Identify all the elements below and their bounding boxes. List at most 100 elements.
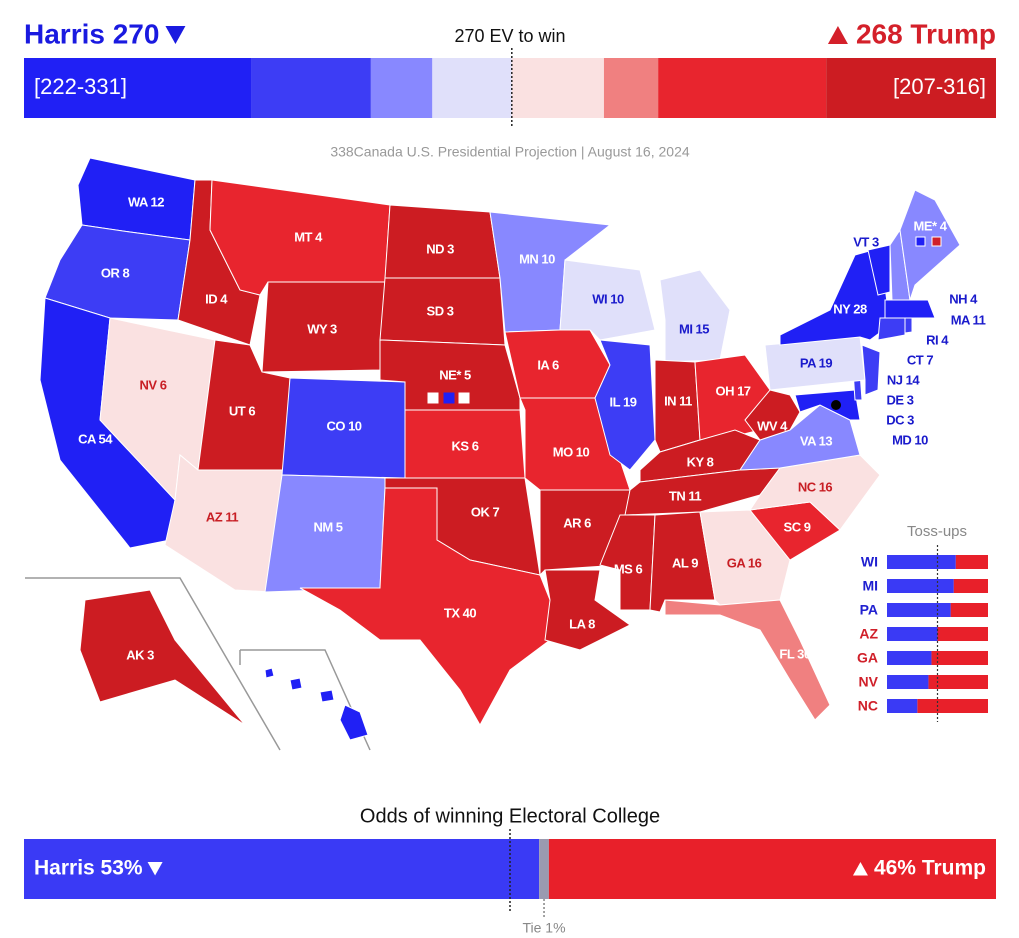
tossup-trump-bar [928, 675, 988, 689]
state-label: GA 16 [727, 555, 762, 570]
state-label: ID 4 [205, 291, 228, 306]
down-arrow [165, 26, 186, 44]
up-arrow [827, 26, 848, 44]
trump-odds: 46% Trump [874, 857, 986, 880]
state [594, 339, 656, 471]
state [748, 454, 881, 531]
threshold-label: 270 EV to win [454, 26, 565, 46]
state-label: OK 7 [471, 504, 500, 519]
state-label: OR 8 [101, 265, 130, 280]
tossup-trump-bar [955, 555, 988, 569]
state-label: MI 15 [679, 321, 709, 336]
tossup-harris-bar [887, 579, 954, 593]
subtitle: 338Canada U.S. Presidential Projection |… [330, 144, 690, 160]
state [299, 487, 551, 727]
state-label: MD 10 [892, 432, 928, 447]
tossup-trump-bar [937, 627, 988, 641]
ev-segment [370, 58, 433, 118]
tossup-title: Toss-ups [907, 523, 967, 540]
state [544, 569, 631, 651]
state-label: NH 4 [949, 291, 978, 306]
state-label: VT 3 [853, 234, 879, 249]
state [861, 344, 881, 396]
tossup-state: MI [862, 578, 878, 594]
tossup-trump-bar [953, 579, 988, 593]
state-label: WV 4 [757, 418, 788, 433]
tossup-state: WI [861, 554, 878, 570]
state [899, 189, 961, 301]
tossup-chart: Toss-ups WI MI PA AZ GA NV NC [857, 523, 988, 722]
tossup-harris-bar [887, 627, 938, 641]
state [877, 317, 906, 341]
state-label: IL 19 [610, 394, 637, 409]
state [664, 599, 831, 721]
state-label: IN 11 [664, 393, 692, 408]
tossup-harris-bar [887, 699, 918, 713]
state-label: VA 13 [800, 433, 832, 448]
trump-range: [207-316] [893, 74, 986, 99]
state-label: KY 8 [687, 454, 714, 469]
state-label: MO 10 [553, 444, 590, 459]
state [659, 269, 731, 363]
state-label: NV 6 [140, 377, 167, 392]
state [264, 667, 275, 679]
up-arrow [852, 862, 868, 876]
odds-chart: Odds of winning Electoral College Harris … [24, 805, 996, 936]
state-label: IA 6 [537, 357, 559, 372]
state-label: NM 5 [313, 519, 342, 534]
district-box [931, 236, 942, 247]
state-label: FL 30 [779, 646, 810, 661]
state-label: WY 3 [307, 321, 337, 336]
ev-segment [251, 58, 371, 118]
state [867, 244, 891, 296]
state-label: ME* 4 [914, 218, 948, 233]
state-label: CT 7 [907, 352, 933, 367]
state-label: RI 4 [926, 332, 949, 347]
state-label: WI 10 [592, 291, 624, 306]
ev-segment [24, 58, 252, 118]
district-box [427, 392, 439, 404]
tossup-trump-bar [931, 651, 988, 665]
ev-segment [826, 58, 996, 118]
state [44, 224, 191, 321]
trump-total: 268 Trump [856, 18, 996, 49]
state-label: WA 12 [128, 194, 164, 209]
state-label: NE* 5 [439, 367, 471, 382]
state-label: PA 19 [800, 355, 832, 370]
tossup-state: NV [859, 674, 879, 690]
state [319, 689, 335, 703]
district-box [443, 392, 455, 404]
state-label: DE 3 [887, 392, 914, 407]
state-label: AR 6 [563, 515, 591, 530]
state [884, 299, 936, 319]
state [79, 589, 246, 726]
state-label: NY 28 [833, 301, 867, 316]
odds-segment [548, 839, 996, 899]
state [339, 704, 369, 741]
state-label: MS 6 [614, 561, 643, 576]
state-label: NJ 14 [887, 372, 920, 387]
state-label: OH 17 [715, 383, 750, 398]
state-label: HI 4 [289, 702, 312, 717]
state-label: TX 40 [444, 605, 476, 620]
tossup-trump-bar [950, 603, 988, 617]
ev-segment [658, 58, 827, 118]
inset-borders [25, 577, 371, 751]
state [904, 317, 913, 334]
tossup-state: GA [857, 650, 878, 666]
dc-marker [831, 400, 841, 410]
tossup-trump-bar [917, 699, 988, 713]
state-label: DC 3 [886, 412, 914, 427]
odds-segment [24, 839, 540, 899]
odds-title: Odds of winning Electoral College [360, 805, 660, 827]
state-label: UT 6 [229, 403, 255, 418]
tie-label: Tie 1% [522, 920, 565, 936]
tossup-harris-bar [887, 675, 929, 689]
tossup-state: AZ [859, 626, 878, 642]
state-label: MN 10 [519, 251, 555, 266]
tossup-harris-bar [887, 651, 932, 665]
state-label: CA 54 [78, 431, 113, 446]
state-label: NC 16 [798, 479, 833, 494]
state-label: SD 3 [427, 303, 454, 318]
tossup-harris-bar [887, 603, 951, 617]
